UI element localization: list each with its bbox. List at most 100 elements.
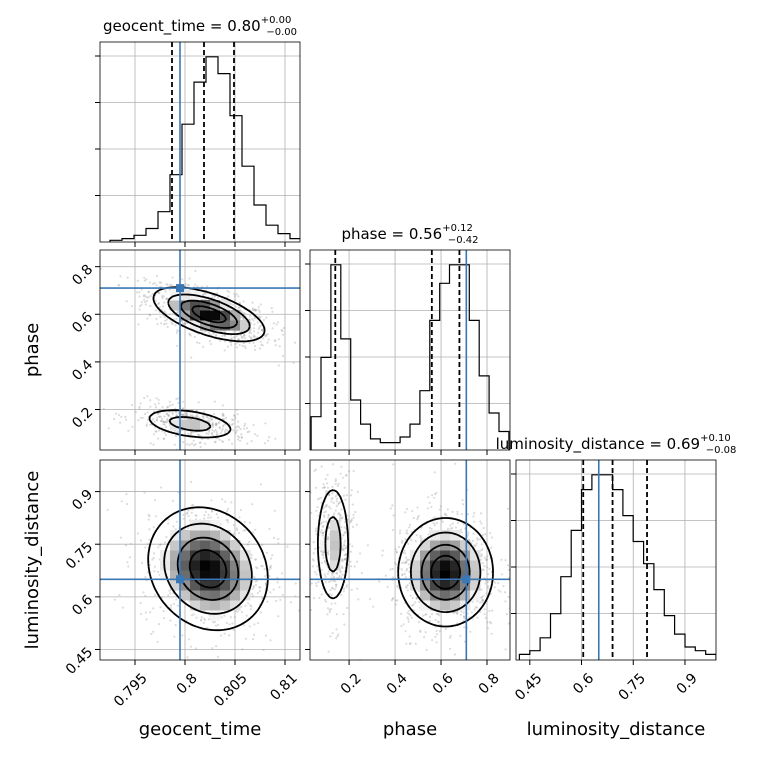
scatter-point — [211, 434, 215, 437]
truth-marker — [462, 575, 471, 584]
scatter-point — [231, 422, 235, 425]
scatter-point — [409, 594, 412, 597]
scatter-point — [237, 306, 240, 309]
scatter-point — [183, 322, 186, 325]
scatter-point — [220, 429, 223, 432]
scatter-point — [154, 403, 157, 406]
scatter-point — [126, 561, 129, 564]
scatter-point — [163, 420, 166, 424]
scatter-point — [240, 605, 243, 609]
scatter-point — [162, 437, 166, 440]
scatter-point — [236, 413, 239, 416]
scatter-point — [327, 527, 330, 530]
scatter-point — [164, 420, 167, 423]
scatter-point — [209, 417, 212, 420]
scatter-point — [190, 356, 193, 359]
density-cell — [430, 570, 441, 581]
scatter-point — [139, 416, 142, 419]
scatter-point — [151, 292, 154, 296]
scatter-point — [336, 635, 339, 638]
scatter-point — [401, 561, 404, 565]
scatter-point — [414, 601, 417, 604]
scatter-point — [408, 526, 411, 529]
scatter-point — [175, 317, 178, 320]
density-cell — [420, 570, 431, 581]
scatter-point — [165, 425, 168, 428]
density-cell — [190, 570, 201, 581]
scatter-point — [165, 412, 169, 415]
scatter-point — [331, 492, 334, 495]
scatter-point — [200, 616, 203, 619]
scatter-point — [366, 544, 369, 547]
scatter-point — [163, 415, 166, 418]
scatter-point — [168, 400, 171, 403]
scatter-point — [270, 564, 273, 567]
scatter-point — [252, 586, 256, 589]
scatter-point — [172, 602, 176, 605]
scatter-point — [439, 505, 442, 508]
scatter-point — [331, 632, 334, 635]
scatter-point — [176, 431, 179, 434]
scatter-point — [333, 588, 336, 591]
scatter-point — [167, 594, 170, 597]
scatter-point — [396, 599, 399, 602]
scatter-point — [281, 572, 284, 575]
scatter-point — [139, 602, 142, 605]
scatter-point — [482, 526, 485, 530]
scatter-point — [404, 576, 407, 579]
scatter-point — [456, 522, 459, 525]
scatter-point — [171, 403, 174, 406]
density-cell — [190, 540, 201, 551]
scatter-point — [294, 582, 297, 585]
scatter-point — [272, 588, 275, 591]
scatter-point — [486, 555, 489, 558]
scatter-point — [392, 597, 395, 600]
density-cell — [170, 570, 181, 581]
scatter-point — [331, 587, 334, 590]
scatter-point — [253, 623, 256, 626]
scatter-point — [329, 635, 332, 638]
density-cell — [230, 600, 241, 611]
scatter-point — [423, 635, 426, 639]
scatter-point — [177, 417, 180, 420]
scatter-point — [431, 612, 434, 616]
scatter-point — [147, 513, 150, 516]
scatter-point — [254, 308, 257, 311]
scatter-point — [480, 522, 483, 525]
scatter-point — [405, 531, 408, 534]
scatter-point — [407, 563, 410, 566]
scatter-point — [153, 565, 156, 568]
scatter-point — [402, 561, 406, 564]
scatter-point — [199, 441, 202, 444]
scatter-point — [405, 586, 408, 589]
scatter-point — [419, 536, 422, 539]
scatter-point — [408, 523, 412, 526]
scatter-point — [404, 562, 407, 565]
scatter-point — [414, 540, 417, 543]
scatter-point — [181, 278, 184, 281]
scatter-point — [337, 512, 340, 515]
scatter-point — [312, 541, 315, 544]
density-cell — [210, 530, 221, 541]
scatter-point — [411, 604, 414, 607]
scatter-point — [400, 624, 403, 628]
scatter-point — [277, 542, 280, 545]
scatter-point — [391, 598, 394, 601]
density-cell — [200, 540, 211, 551]
scatter-point — [443, 512, 446, 516]
scatter-point — [188, 600, 191, 603]
title-plus: +0.12 — [442, 223, 473, 234]
scatter-point — [262, 337, 265, 340]
scatter-point — [344, 498, 347, 501]
scatter-point — [341, 560, 344, 563]
scatter-point — [452, 611, 456, 615]
scatter-point — [243, 345, 246, 348]
scatter-point — [419, 629, 422, 632]
scatter-point — [352, 470, 355, 473]
y-tick-label: 0.45 — [63, 644, 96, 677]
y-tick-label: 0.8 — [69, 262, 96, 289]
scatter-point — [263, 442, 267, 445]
contour-level-2 — [167, 293, 251, 432]
scatter-point — [217, 296, 220, 299]
scatter-point — [163, 316, 166, 319]
